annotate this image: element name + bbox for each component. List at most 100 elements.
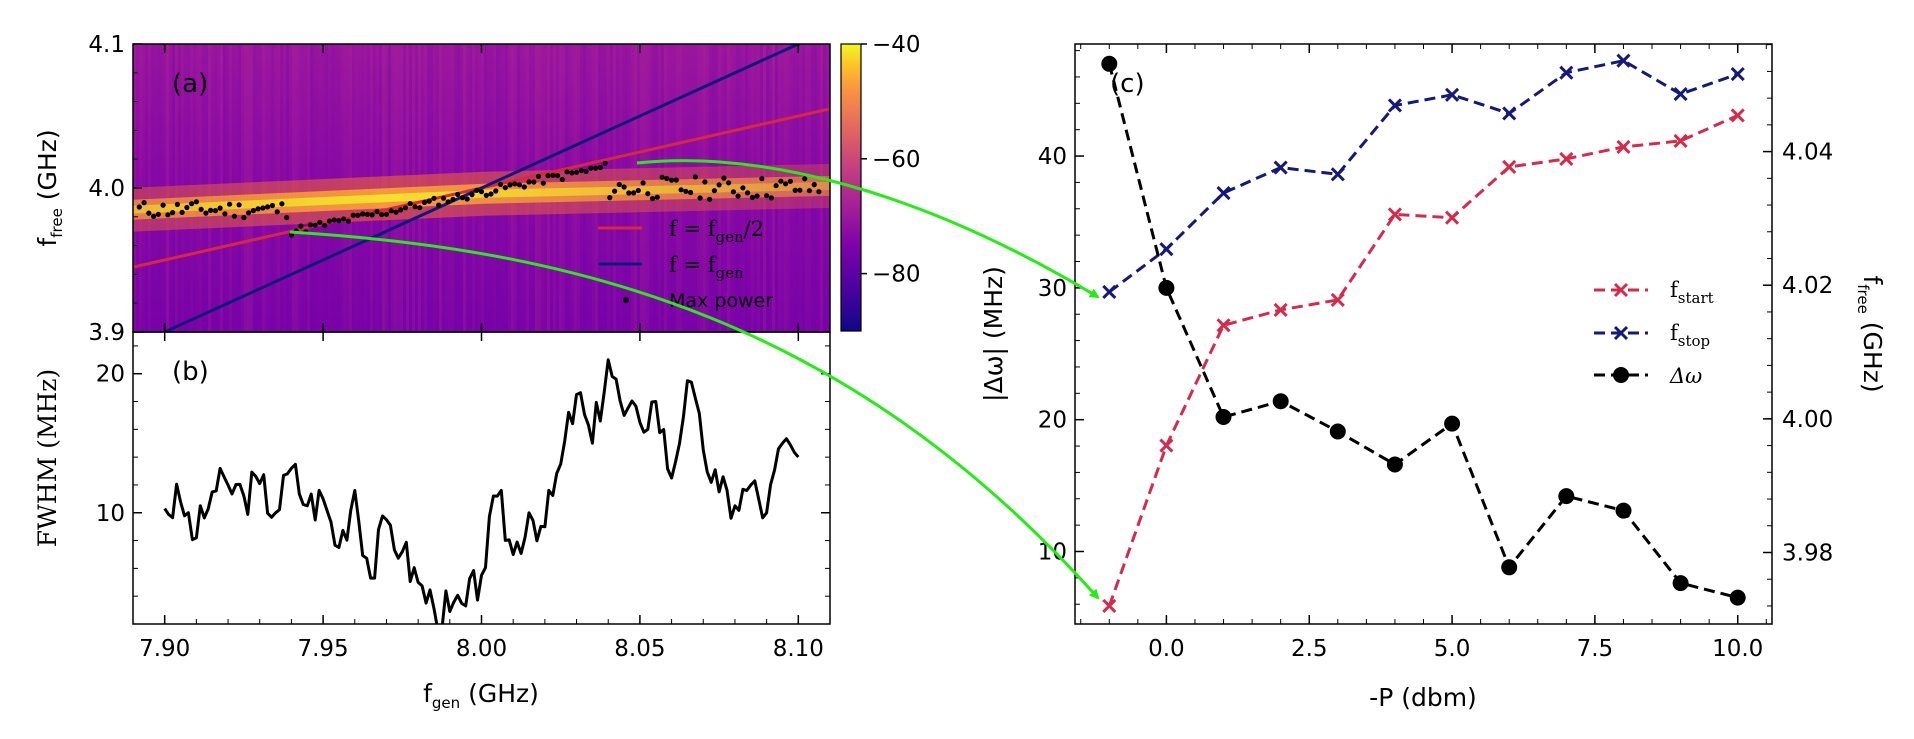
legend-swatch-max-power bbox=[623, 297, 629, 303]
ridge-peak bbox=[161, 204, 165, 213]
y-tick-label: 20 bbox=[1038, 408, 1067, 434]
max-power-point bbox=[778, 178, 784, 184]
max-power-point bbox=[797, 187, 803, 193]
max-power-point bbox=[174, 201, 180, 207]
max-power-point bbox=[317, 219, 323, 225]
max-power-point bbox=[512, 181, 518, 187]
max-power-point bbox=[165, 212, 171, 218]
ridge-peak bbox=[197, 202, 201, 211]
ridge-peak bbox=[293, 198, 297, 207]
max-power-point bbox=[160, 202, 166, 208]
ridge-peak bbox=[153, 204, 157, 213]
max-power-point bbox=[593, 165, 599, 171]
ridge-peak bbox=[769, 183, 773, 192]
max-power-point bbox=[455, 191, 461, 197]
max-power-point bbox=[383, 211, 390, 217]
max-power-point bbox=[146, 210, 152, 216]
max-power-point bbox=[740, 185, 746, 191]
max-power-point bbox=[607, 195, 613, 201]
ridge-peak bbox=[753, 183, 757, 192]
max-power-point bbox=[350, 212, 356, 218]
ridge-peak bbox=[825, 181, 829, 190]
series-marker bbox=[1444, 415, 1461, 432]
series-marker bbox=[1330, 167, 1345, 182]
ridge-peak bbox=[537, 188, 541, 197]
ridge-core bbox=[733, 178, 737, 199]
ridge-peak bbox=[429, 192, 433, 201]
series-marker bbox=[1102, 598, 1117, 614]
ridge-peak bbox=[761, 183, 765, 192]
legend-label-f-gen: f = fgen bbox=[669, 253, 744, 282]
ridge-peak bbox=[581, 187, 585, 196]
series-marker bbox=[1159, 242, 1174, 257]
ridge-peak bbox=[805, 182, 809, 191]
ridge-peak bbox=[585, 187, 589, 196]
series-marker bbox=[1216, 185, 1231, 201]
series-marker bbox=[1273, 160, 1288, 175]
ridge-core bbox=[825, 175, 829, 196]
max-power-point bbox=[284, 215, 290, 221]
ridge-peak bbox=[541, 188, 545, 197]
max-power-point bbox=[307, 222, 313, 228]
legend-marker-delta-omega bbox=[1613, 367, 1629, 383]
panel-c-series bbox=[1101, 53, 1746, 614]
ridge-peak bbox=[221, 201, 225, 210]
max-power-point bbox=[578, 168, 584, 174]
fwhm-line bbox=[163, 358, 800, 624]
legend-label-delta-omega: Δω bbox=[1669, 364, 1702, 388]
max-power-point bbox=[711, 188, 718, 194]
ridge-core bbox=[793, 176, 797, 197]
ridge-peak bbox=[661, 185, 665, 194]
ridge-peak bbox=[809, 182, 813, 191]
max-power-point bbox=[493, 188, 499, 194]
max-power-point bbox=[754, 193, 760, 199]
max-power-point bbox=[559, 176, 565, 182]
ridge-core bbox=[761, 177, 765, 198]
ridge-core bbox=[725, 178, 729, 199]
ridge-peak bbox=[341, 196, 345, 205]
ridge-peak bbox=[401, 193, 405, 202]
max-power-point bbox=[355, 212, 361, 218]
max-power-point bbox=[231, 213, 237, 219]
ridge-peak bbox=[493, 189, 497, 198]
ridge-core bbox=[797, 176, 801, 197]
series-marker bbox=[1215, 409, 1232, 425]
ridge-peak bbox=[353, 195, 357, 204]
x-tick-label: 7.5 bbox=[1577, 636, 1614, 662]
max-power-point bbox=[773, 183, 779, 189]
series-marker bbox=[1272, 393, 1289, 410]
max-power-point bbox=[759, 176, 765, 182]
ridge-peak bbox=[477, 189, 481, 198]
max-power-point bbox=[184, 204, 190, 211]
ridge-peak bbox=[529, 188, 533, 197]
x-tick-label: 5.0 bbox=[1434, 636, 1471, 662]
ridge-peak bbox=[553, 188, 557, 197]
max-power-point bbox=[726, 180, 732, 186]
panel-label-b: (b) bbox=[172, 357, 209, 387]
ridge-peak bbox=[501, 189, 505, 198]
ridge-peak bbox=[597, 187, 601, 196]
panel-b-y-label: FWHM (MHz) bbox=[33, 369, 62, 547]
y2-tick-label: 4.00 bbox=[1782, 407, 1833, 433]
x-tick-label: 7.95 bbox=[297, 636, 348, 662]
ridge-peak bbox=[253, 200, 257, 209]
series-marker bbox=[1102, 284, 1117, 299]
ridge-peak bbox=[365, 195, 369, 204]
ridge-core bbox=[777, 177, 781, 198]
max-power-point bbox=[521, 184, 527, 190]
ridge-peak bbox=[141, 205, 145, 214]
ridge-peak bbox=[649, 185, 653, 194]
max-power-point bbox=[749, 194, 756, 201]
max-power-point bbox=[440, 195, 447, 201]
ridge-core bbox=[821, 176, 825, 197]
max-power-point bbox=[222, 211, 228, 217]
annotation-arrows bbox=[289, 159, 1100, 600]
max-power-point bbox=[802, 176, 808, 182]
panel-a-legend: f = fgen/2 f = fgen Max power bbox=[598, 217, 773, 312]
heatmap-stripe bbox=[154, 44, 157, 332]
ridge-peak bbox=[789, 182, 793, 191]
max-power-point bbox=[540, 180, 546, 186]
max-power-point bbox=[554, 173, 561, 179]
ridge-peak bbox=[785, 182, 789, 191]
